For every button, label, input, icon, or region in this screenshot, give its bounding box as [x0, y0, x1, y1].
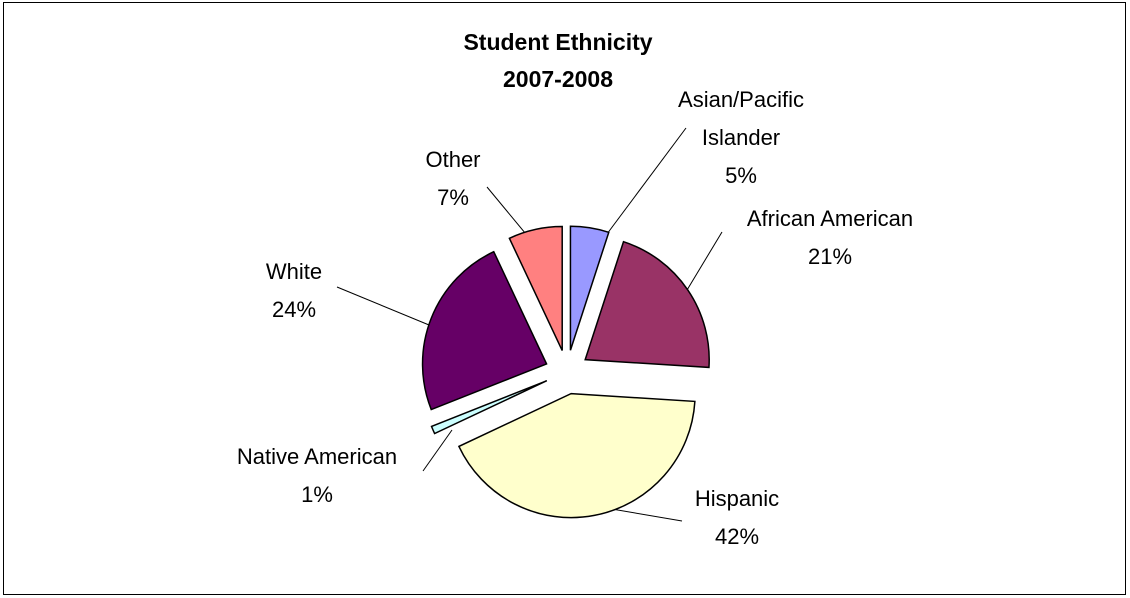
slice-category-label: Hispanic — [695, 486, 779, 511]
slice-category-label: Islander — [702, 125, 780, 150]
slice-category-label: Native American — [237, 444, 397, 469]
leader-line — [597, 127, 687, 247]
pie-slice-asian-pacific-islander — [569, 225, 610, 351]
slice-percent-label: 21% — [808, 244, 852, 269]
slice-percent-label: 42% — [715, 524, 759, 549]
pie-slices — [421, 225, 710, 519]
chart-title: Student Ethnicity 2007-2008 — [463, 29, 652, 92]
slice-percent-label: 5% — [725, 163, 757, 188]
slice-percent-label: 7% — [437, 185, 469, 210]
slice-category-label: Asian/Pacific — [678, 87, 804, 112]
slice-percent-label: 24% — [272, 297, 316, 322]
slice-category-label: White — [266, 259, 322, 284]
chart-title-line-2: 2007-2008 — [503, 66, 613, 92]
pie-slice-native-american — [430, 380, 548, 435]
pie-slice-white — [421, 250, 548, 411]
slice-category-label: African American — [747, 206, 913, 231]
pie-slice-african-american — [584, 240, 710, 369]
slice-category-label: Other — [425, 147, 480, 172]
chart-title-line-1: Student Ethnicity — [463, 29, 652, 55]
pie-slice-hispanic — [457, 392, 696, 519]
pie-slice-other — [508, 225, 563, 351]
leader-line — [336, 286, 447, 333]
slice-percent-label: 1% — [301, 482, 333, 507]
leader-line — [422, 429, 453, 472]
slice-labels: Asian/Pacific Islander 5% African American 2… — [237, 87, 913, 549]
